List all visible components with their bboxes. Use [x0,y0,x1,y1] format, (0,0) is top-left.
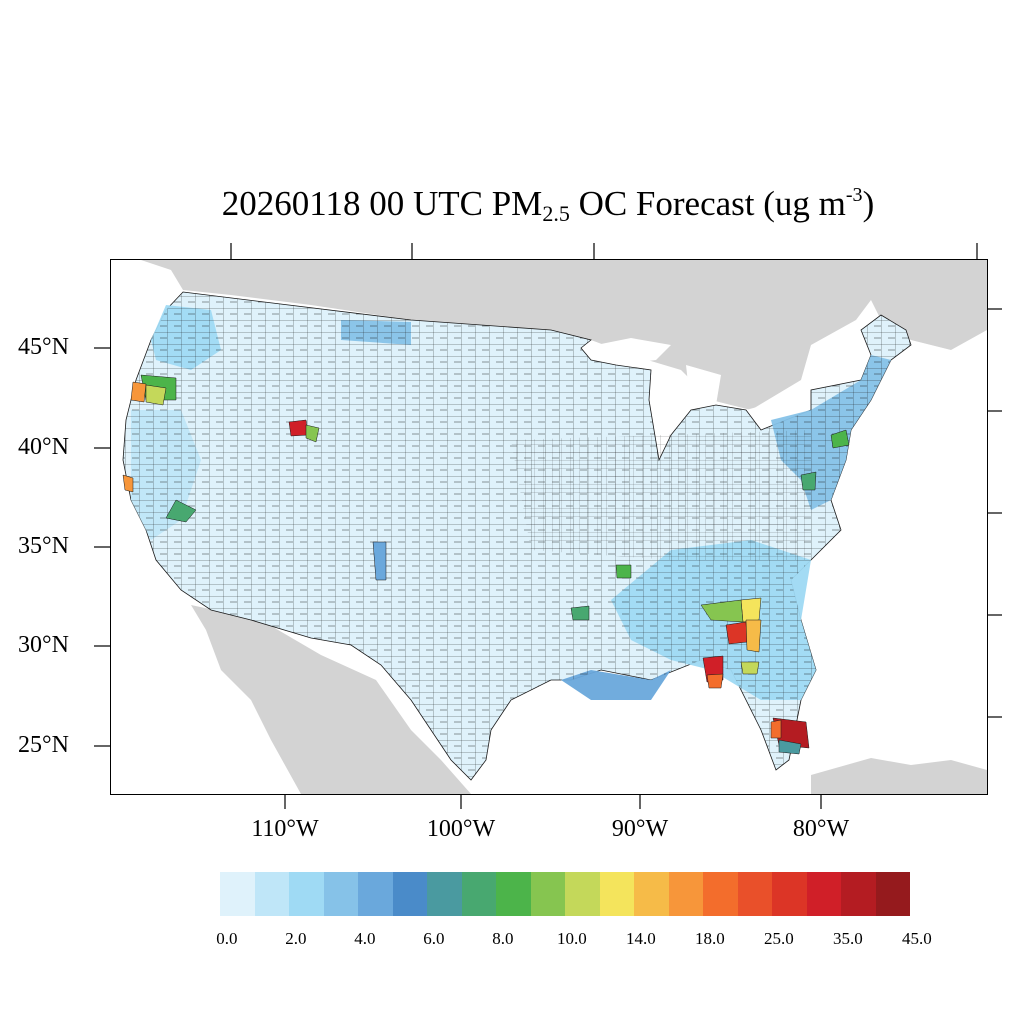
cuba-land [811,758,987,794]
colorbar-cell [427,872,462,916]
hotspot-california-orange [122,474,134,493]
title-subscript: 2.5 [542,201,570,226]
hotspot-georgia-yellow [740,597,762,623]
longitude-label: 90°W [611,816,669,842]
colorbar-cell [875,872,910,916]
hotspot-texas-green [570,605,590,621]
mexico-land [191,605,471,794]
title-text-suffix: ) [862,184,875,223]
latitude-label: 30°N [18,632,69,658]
colorbar-tick-label: 0.0 [216,929,238,948]
colorbar-cell [392,872,427,916]
hotspot-florida-south-teal [778,739,802,755]
hotspot-oregon-orange [130,381,147,403]
title-text-middle: OC Forecast (ug m [569,184,846,223]
latitude-label: 40°N [18,434,69,460]
colorbar-cell [289,872,324,916]
colorbar-tick-label: 14.0 [626,929,656,948]
colorbar-tick-label: 45.0 [902,929,932,948]
hotspot-dc-green [800,471,817,491]
longitude-label: 110°W [251,816,319,842]
hotspot-georgia-red [725,621,748,645]
hotspot-georgia-green [700,599,744,623]
colorbar-cell [565,872,600,916]
colorbar-cell [496,872,531,916]
hotspot-florida-panhandle-orange [706,673,724,689]
colorbar-cell [358,872,393,916]
hotspot-oregon-yellow [145,384,167,406]
title-superscript: -3 [845,184,863,206]
hotspot-california-green [165,499,197,523]
colorbar-cell [323,872,358,916]
colorbar-cell [220,872,255,916]
colorbar-cell [737,872,772,916]
map-canvas [122,260,987,794]
hotspot-florida-yellow [740,661,760,675]
colorbar-cell [772,872,807,916]
hotspot-wyoming-red [288,419,309,437]
colorbar [220,872,910,916]
hotspot-arkansas-green [615,564,632,579]
map-title: 20260118 00 UTC PM2.5 OC Forecast (ug m-… [0,184,1024,227]
region-gulf [561,670,671,700]
title-text: 20260118 00 UTC PM [221,184,543,223]
colorbar-cell [806,872,841,916]
hotspot-nyc-green [830,429,850,449]
map-panel [110,259,988,795]
colorbar-tick-label: 35.0 [833,929,863,948]
colorbar-tick-label: 18.0 [695,929,725,948]
hotspot-wyoming-green [305,424,320,443]
colorbar-tick-label: 8.0 [492,929,514,948]
colorbar-cell [841,872,876,916]
colorbar-cell [703,872,738,916]
colorbar-cell [668,872,703,916]
hotspot-georgia-orange [745,619,762,653]
latitude-label: 45°N [18,334,69,360]
colorbar-cell [530,872,565,916]
longitude-label: 100°W [426,816,496,842]
colorbar-tick-label: 10.0 [557,929,587,948]
hotspot-florida-south-orange [770,719,782,739]
latitude-label: 35°N [18,533,69,559]
colorbar-tick-label: 4.0 [354,929,376,948]
colorbar-cell [634,872,669,916]
colorbar-tick-label: 6.0 [423,929,445,948]
longitude-label: 80°W [792,816,850,842]
colorbar-tick-label: 25.0 [764,929,794,948]
colorbar-cell [461,872,496,916]
hotspot-nm-blue [372,541,387,581]
colorbar-cell [254,872,289,916]
colorbar-cell [599,872,634,916]
colorbar-tick-label: 2.0 [285,929,307,948]
canada-land [141,260,987,410]
latitude-label: 25°N [18,732,69,758]
